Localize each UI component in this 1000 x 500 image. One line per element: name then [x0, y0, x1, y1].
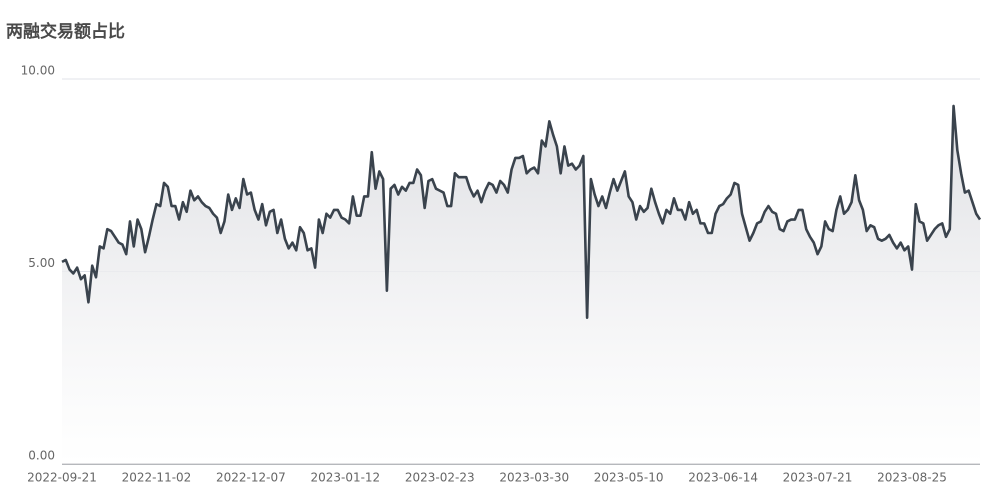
x-tick-label: 2023-07-21 [783, 471, 853, 485]
y-tick-label: 0.00 [28, 449, 55, 463]
x-tick-label: 2023-01-12 [310, 471, 380, 485]
area [62, 105, 980, 464]
x-tick-label: 2023-08-25 [877, 471, 947, 485]
y-tick-label: 5.00 [28, 256, 55, 270]
y-tick-label: 10.00 [21, 64, 55, 78]
x-tick-label: 2022-11-02 [122, 471, 192, 485]
x-tick-label: 2023-03-30 [499, 471, 569, 485]
x-tick-label: 2023-06-14 [688, 471, 758, 485]
x-tick-label: 2022-09-21 [27, 471, 97, 485]
x-tick-label: 2023-02-23 [405, 471, 475, 485]
chart-title: 两融交易额占比 [6, 21, 125, 42]
line [61, 104, 982, 319]
x-tick-label: 2022-12-07 [216, 471, 286, 485]
x-tick-label: 2023-05-10 [594, 471, 664, 485]
